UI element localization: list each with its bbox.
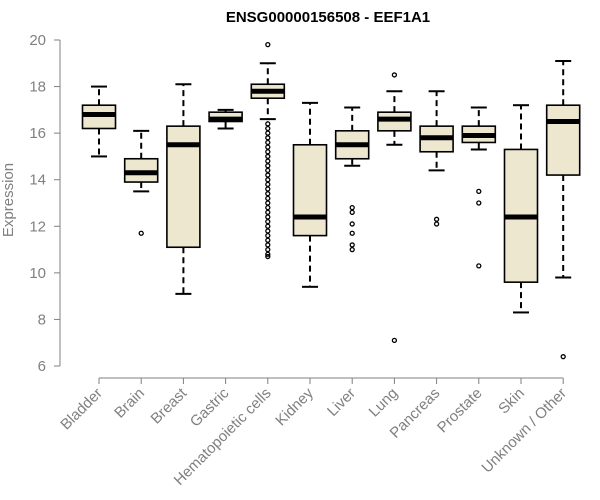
outlier-point: [265, 209, 271, 215]
box-breast: [166, 83, 201, 295]
outlier-point: [265, 158, 271, 164]
outlier-point: [265, 130, 271, 136]
outlier-point: [265, 135, 271, 141]
box-gastric: [208, 108, 243, 130]
x-tick-label: Brain: [111, 385, 148, 422]
x-tick-label: Liver: [324, 385, 359, 420]
outlier-point: [265, 246, 271, 253]
outlier-point: [476, 188, 482, 195]
outlier-point: [349, 221, 355, 227]
outlier-point: [265, 177, 271, 183]
outlier-point: [265, 242, 271, 248]
outlier-point: [265, 149, 271, 155]
y-tick-label: 18: [29, 79, 46, 96]
outlier-point: [265, 251, 271, 257]
outlier-point: [349, 205, 355, 211]
outlier-point: [265, 228, 271, 234]
outlier-point: [265, 167, 271, 174]
outlier-point: [265, 214, 271, 220]
outlier-point: [265, 139, 271, 146]
outlier-point: [391, 337, 398, 344]
x-tick-label: Lung: [366, 385, 402, 421]
y-tick-label: 6: [38, 358, 46, 375]
outlier-point: [265, 223, 271, 229]
box-lung: [377, 72, 412, 344]
x-tick-label: Prostate: [434, 385, 486, 437]
y-tick-label: 16: [29, 125, 46, 142]
box-skin: [503, 104, 539, 314]
outlier-point: [265, 42, 271, 48]
y-tick-label: 8: [38, 311, 46, 328]
outlier-point: [560, 354, 566, 360]
outlier-point: [265, 205, 271, 211]
box-liver: [334, 106, 370, 253]
outlier-point: [265, 186, 271, 192]
box-hematopoietic-cells: [250, 42, 286, 260]
outlier-point: [265, 125, 271, 132]
box-pancreas: [419, 90, 454, 227]
box-bladder: [81, 85, 117, 158]
box-brain: [123, 129, 159, 236]
box-prostate: [461, 106, 497, 269]
y-tick-label: 14: [29, 172, 46, 189]
outlier-point: [349, 242, 355, 248]
box-kidney: [292, 101, 328, 288]
iqr-box: [545, 104, 581, 176]
y-axis: 6 8 10 12 14 16 18 20: [29, 32, 61, 375]
outlier-point: [265, 200, 271, 206]
outlier-point: [265, 153, 271, 160]
box-unknown-other: [545, 59, 581, 360]
x-tick-label: Breast: [148, 384, 191, 427]
outlier-point: [433, 216, 440, 222]
outlier-point: [265, 195, 271, 201]
outlier-point: [265, 218, 271, 225]
outlier-point: [265, 163, 271, 169]
outlier-point: [391, 72, 398, 78]
boxes-group: [81, 42, 581, 360]
y-axis-label: Expression: [0, 163, 17, 237]
y-tick-label: 12: [29, 218, 46, 235]
outlier-point: [476, 263, 482, 269]
outlier-point: [265, 237, 271, 243]
y-tick-label: 10: [29, 265, 46, 282]
y-tick-label: 20: [29, 32, 46, 49]
outlier-point: [349, 230, 355, 236]
x-tick-label: Skin: [495, 385, 528, 418]
outlier-point: [265, 121, 271, 127]
outlier-point: [349, 209, 355, 215]
x-tick-label: Kidney: [272, 384, 317, 429]
x-tick-label: Bladder: [57, 385, 106, 434]
outlier-point: [265, 181, 271, 188]
outlier-point: [265, 172, 271, 178]
iqr-box: [292, 143, 328, 237]
outlier-point: [265, 253, 271, 260]
outlier-point: [138, 230, 144, 236]
outlier-point: [349, 246, 355, 253]
outlier-point: [265, 144, 271, 150]
outlier-point: [265, 232, 271, 239]
chart-title: ENSG00000156508 - EEF1A1: [226, 9, 430, 26]
outlier-point: [476, 200, 482, 206]
outlier-point: [265, 191, 271, 197]
outlier-point: [433, 221, 440, 227]
